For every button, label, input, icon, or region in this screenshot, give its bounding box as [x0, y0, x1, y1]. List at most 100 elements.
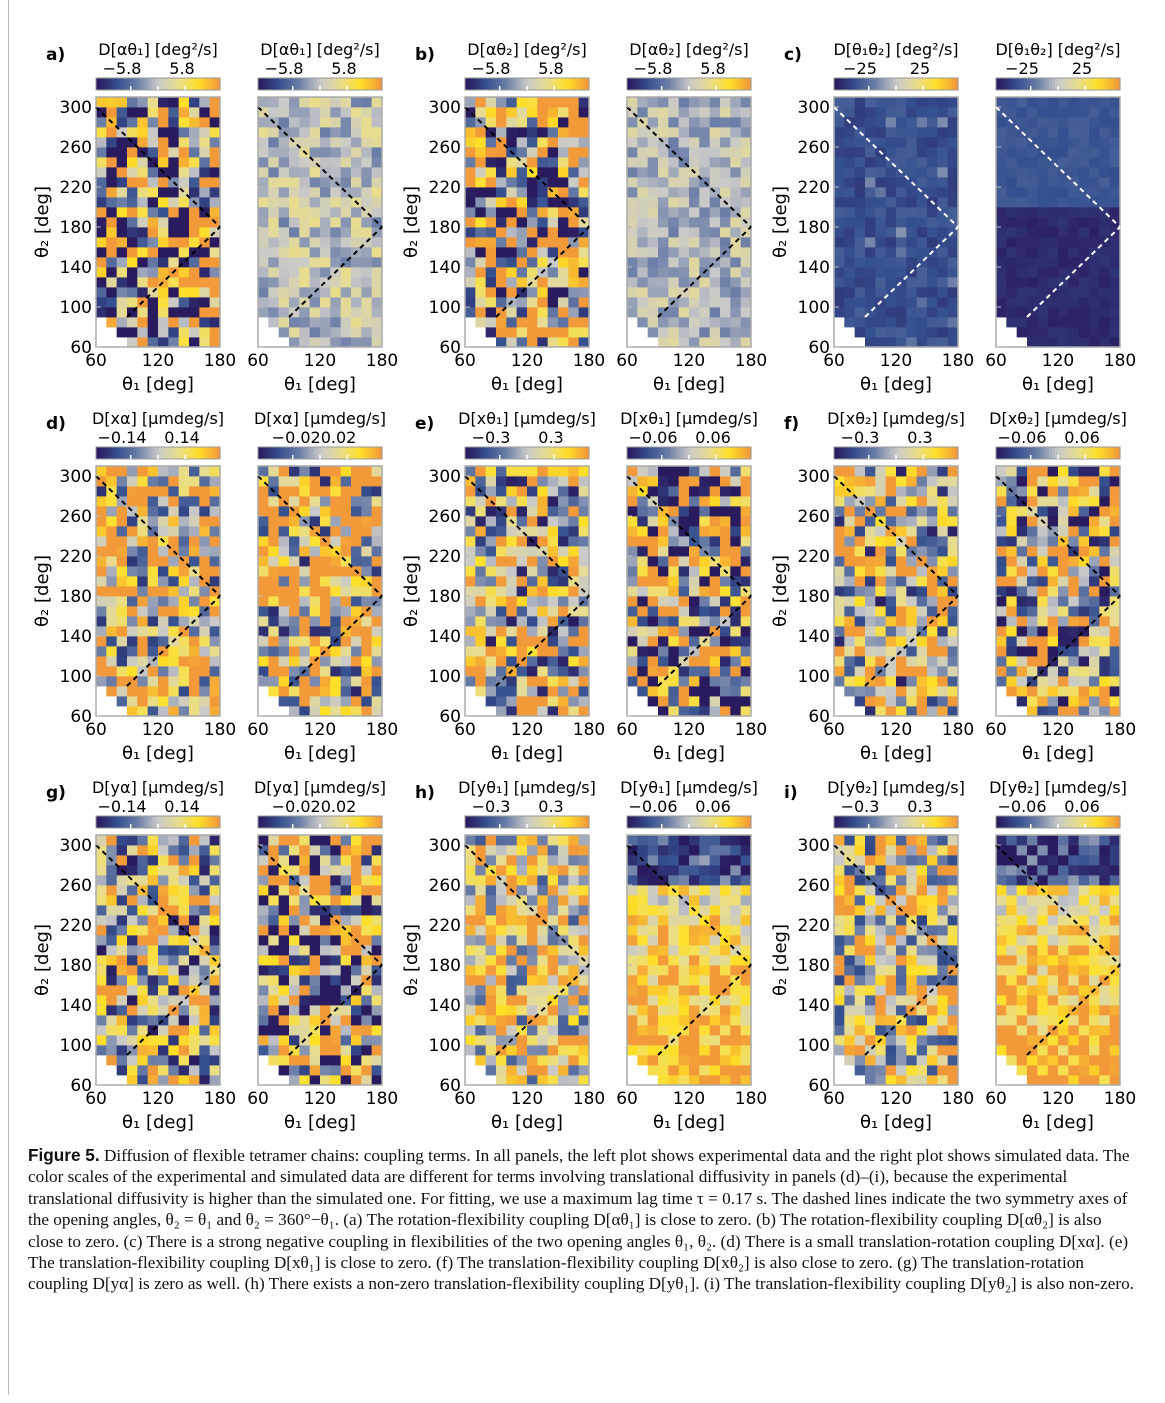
- heatmap-cell: [996, 536, 1007, 547]
- heatmap-cell: [127, 147, 138, 158]
- heatmap-cell: [299, 975, 311, 986]
- heatmap-cell: [330, 1045, 342, 1056]
- heatmap-cell: [1016, 616, 1028, 627]
- heatmap-cell: [475, 267, 487, 278]
- heatmap-cell: [875, 197, 887, 208]
- heatmap-cell: [1006, 606, 1018, 617]
- heatmap-cell: [537, 327, 549, 338]
- heatmap-cell: [740, 337, 752, 348]
- heatmap-cell: [168, 97, 180, 108]
- heatmap-cell: [637, 506, 649, 517]
- heatmap-cell: [209, 616, 221, 627]
- heatmap-cell: [268, 1025, 280, 1036]
- heatmap-cell: [885, 127, 897, 138]
- heatmap-cell: [1068, 486, 1080, 497]
- heatmap-cell: [668, 237, 680, 248]
- symmetry-line-complement: [257, 475, 383, 597]
- heatmap-cell: [1058, 137, 1069, 148]
- heatmap-cell: [506, 546, 518, 557]
- y-tick-label: 300: [60, 467, 92, 487]
- heatmap-cell: [485, 636, 497, 647]
- y-axis-label: θ₂ [deg]: [401, 555, 422, 627]
- heatmap-cell: [351, 706, 362, 717]
- heatmap-cell: [199, 626, 211, 637]
- heatmap-cell: [1047, 287, 1059, 298]
- heatmap-cell: [578, 277, 590, 288]
- heatmap-cell: [1037, 137, 1049, 148]
- colorbar-segment: [554, 447, 559, 459]
- heatmap-cell: [834, 526, 845, 537]
- heatmap-cell: [1089, 217, 1100, 228]
- colorbar-segment: [326, 816, 330, 828]
- heatmap-cell: [330, 666, 342, 677]
- heatmap-cell: [730, 327, 742, 338]
- heatmap-cell: [340, 287, 352, 298]
- heatmap-cell: [1006, 297, 1018, 308]
- heatmap-cell: [865, 646, 876, 657]
- heatmap-cell: [537, 137, 549, 148]
- heatmap-cell: [844, 127, 856, 138]
- heatmap-cell: [927, 526, 938, 537]
- heatmap-cell: [96, 965, 107, 976]
- heatmap-cell: [1058, 506, 1069, 517]
- heatmap-cell: [351, 975, 362, 986]
- colorbar-segment: [735, 447, 740, 459]
- heatmap-cell: [309, 1025, 321, 1036]
- heatmap-cell: [730, 646, 742, 657]
- heatmap-cell: [885, 476, 897, 487]
- heatmap-cell: [875, 157, 887, 168]
- heatmap-cell: [278, 845, 290, 856]
- heatmap-cell: [647, 207, 659, 218]
- heatmap-cell: [558, 217, 569, 228]
- colorbar-segment: [573, 447, 578, 459]
- heatmap-cell: [147, 1005, 159, 1016]
- heatmap-cell: [465, 476, 476, 487]
- heatmap-cell: [578, 666, 590, 677]
- colorbar-segment: [520, 78, 525, 90]
- colorbar-segment: [338, 447, 343, 459]
- heatmap-cell: [485, 277, 497, 288]
- heatmap-cell: [947, 277, 959, 288]
- heatmap-cell: [199, 237, 211, 248]
- heatmap-cell: [730, 157, 742, 168]
- heatmap-cell: [1058, 207, 1069, 218]
- colorbar-segment: [204, 78, 209, 90]
- heatmap-cell: [740, 696, 752, 707]
- x-tick-label: 60: [454, 720, 476, 740]
- heatmap-cell: [1016, 247, 1028, 258]
- heatmap-cell: [96, 845, 107, 856]
- heatmap-cell: [320, 666, 331, 677]
- heatmap-cell: [568, 676, 580, 687]
- heatmap-cell: [527, 666, 538, 677]
- heatmap-cell: [361, 1075, 373, 1086]
- heatmap-cell: [699, 666, 711, 677]
- heatmap-cell: [875, 307, 887, 318]
- heatmap-cell: [927, 187, 938, 198]
- heatmap-cell: [885, 626, 897, 637]
- heatmap-cell: [547, 117, 559, 128]
- heatmap-cell: [937, 117, 949, 128]
- heatmap-cell: [927, 257, 938, 268]
- heatmap-cell: [361, 666, 373, 677]
- colorbar-segment: [145, 447, 150, 459]
- heatmap-cell: [578, 536, 590, 547]
- colorbar-segment: [871, 78, 875, 90]
- colorbar-segment: [1082, 78, 1087, 90]
- colorbar-segment: [133, 816, 137, 828]
- heatmap-cell: [289, 546, 300, 557]
- heatmap-cell: [865, 327, 876, 338]
- heatmap-cell: [330, 277, 342, 288]
- heatmap-cell: [947, 706, 959, 717]
- heatmap-cell: [854, 327, 866, 338]
- heatmap-cell: [1078, 496, 1090, 507]
- heatmap-cell: [1027, 606, 1038, 617]
- heatmap-cell: [340, 935, 352, 946]
- heatmap-cell: [340, 317, 352, 328]
- heatmap-cell: [1037, 167, 1049, 178]
- heatmap-cell: [1006, 97, 1018, 108]
- heatmap-cell: [996, 157, 1007, 168]
- y-tick-label: 260: [798, 507, 830, 527]
- heatmap-cell: [627, 197, 638, 208]
- heatmap-cell: [158, 885, 169, 896]
- colorbar-segment: [313, 447, 318, 459]
